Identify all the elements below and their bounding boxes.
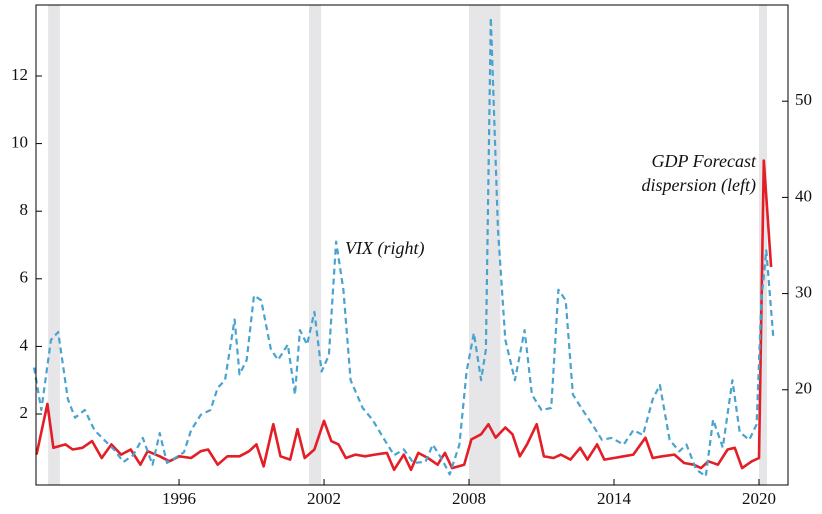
annotation: dispersion (left): [642, 175, 757, 196]
x-tick-label: 2002: [307, 489, 341, 508]
y-tick-label: 12: [11, 65, 28, 84]
y2-tick-label: 20: [795, 379, 812, 398]
y-tick-label: 4: [20, 335, 29, 354]
x-tick-label: 2020: [742, 489, 776, 508]
plot-frame: [35, 4, 789, 486]
recession-band: [309, 5, 322, 485]
series-line: [35, 159, 773, 472]
annotation: GDP Forecast: [652, 151, 757, 171]
x-tick-label: 2014: [597, 489, 632, 508]
series-line: [33, 16, 775, 478]
x-tick-label: 2008: [452, 489, 486, 508]
recession-band: [48, 5, 60, 485]
y2-tick-label: 50: [795, 90, 812, 109]
annotation: VIX (right): [345, 238, 424, 259]
x-tick-label: 1996: [162, 489, 196, 508]
y-tick-label: 6: [20, 268, 29, 287]
y-tick-label: 10: [11, 132, 28, 151]
y2-tick-label: 40: [795, 186, 812, 205]
y-tick-label: 8: [20, 200, 29, 219]
lines-layer: [33, 16, 775, 478]
y2-tick-label: 30: [795, 282, 812, 301]
y-tick-label: 2: [20, 403, 29, 422]
recession-band: [469, 5, 501, 485]
